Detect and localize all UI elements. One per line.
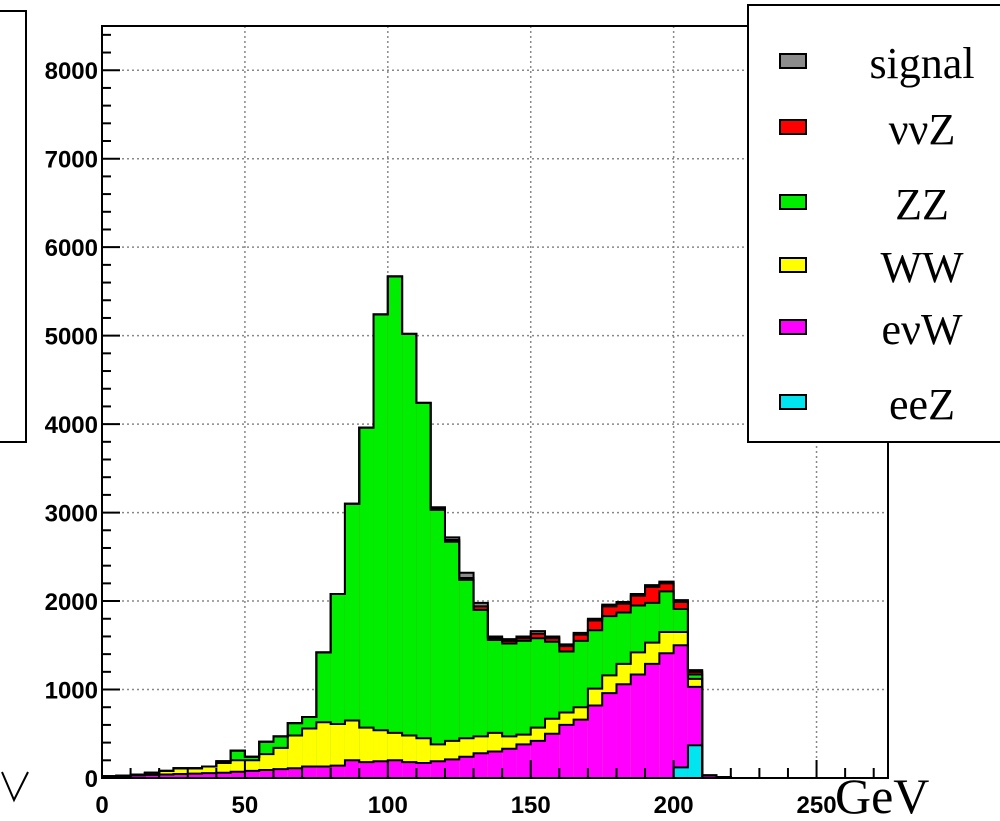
y-tick-label: 2000: [45, 589, 98, 616]
evw-bar: [545, 733, 560, 778]
tick-labels: 0 50 100 150 200 250 0 1000 2000 3000 4000 5000 6000…: [45, 58, 837, 819]
evw-bar: [444, 759, 460, 778]
evw-bar: [430, 761, 445, 778]
x-tick-label: 150: [511, 792, 551, 819]
ww-bar: [316, 722, 331, 778]
zz-bar: [373, 314, 388, 778]
legend-label: eeZ: [889, 380, 955, 429]
legend-box: [747, 4, 1000, 443]
evw-bar: [373, 761, 388, 778]
evw-bar: [487, 751, 503, 778]
x-tick-label: 0: [95, 792, 108, 819]
legend-swatch: [779, 194, 807, 210]
evw-bar: [330, 765, 345, 778]
y-tick-label: 4000: [45, 412, 98, 439]
y-tick-label: 1000: [45, 678, 98, 705]
partial-glyph: [1, 771, 29, 803]
evw-bar: [202, 773, 217, 778]
evw-bar: [173, 774, 188, 778]
legend-label: eνW: [882, 305, 963, 354]
evw-bar: [559, 724, 574, 778]
x-tick-label: 250: [797, 792, 837, 819]
zz-bar: [416, 402, 431, 778]
evw-bar: [659, 653, 674, 778]
evw-bar: [530, 740, 546, 778]
evw-bar: [287, 768, 303, 778]
evw-bar: [702, 775, 717, 778]
evw-bar: [316, 766, 331, 778]
histogram-bars: [102, 275, 746, 779]
evw-bar: [116, 775, 131, 778]
evw-bar: [344, 760, 360, 778]
x-tick-label: 100: [368, 792, 408, 819]
zz-bar: [459, 579, 474, 778]
legend-label: ννZ: [889, 105, 956, 154]
evw-outline: [102, 644, 746, 779]
evw-bar: [273, 769, 288, 778]
legend-swatch: [779, 257, 807, 273]
x-tick-label: 200: [654, 792, 694, 819]
evw-bar: [359, 762, 374, 778]
evw-bar: [616, 684, 631, 778]
evw-bar: [402, 762, 417, 778]
ww-bar: [330, 724, 345, 778]
evw-bar: [673, 645, 688, 778]
zz-bar: [430, 509, 445, 778]
zz-bar: [444, 541, 460, 778]
evw-bar: [416, 762, 431, 778]
ww-outline: [102, 631, 746, 779]
zz-bar: [359, 427, 374, 778]
evw-bar: [144, 774, 160, 778]
y-tick-label: 7000: [45, 147, 98, 174]
x-tick-label: 50: [232, 792, 259, 819]
y-tick-label: 6000: [45, 235, 98, 262]
legend-label: ZZ: [895, 180, 949, 229]
legend-swatch: [779, 119, 807, 135]
legend-label: WW: [880, 243, 964, 292]
eez-bar: [673, 767, 688, 778]
axes: [101, 25, 889, 779]
left-overlay-box: [0, 10, 27, 443]
evw-bar: [230, 771, 245, 778]
evw-bar: [630, 674, 646, 778]
evw-bar: [516, 744, 531, 778]
evw-bar: [159, 774, 174, 778]
evw-bar: [502, 748, 517, 778]
evw-bar: [602, 693, 617, 778]
evw-bar: [244, 770, 260, 778]
evw-bar: [645, 663, 660, 778]
legend-swatch: [779, 394, 807, 410]
x-unit-label: GeV: [835, 768, 929, 821]
legend-label: signal: [869, 39, 974, 88]
y-tick-label: 5000: [45, 324, 98, 351]
y-tick-label: 0: [85, 766, 98, 793]
zz-bar: [387, 276, 403, 778]
evw-bar: [573, 719, 588, 778]
evw-bar: [459, 756, 474, 778]
evw-bar: [587, 705, 603, 778]
evw-bar: [302, 766, 317, 778]
evw-bar: [473, 753, 488, 778]
zz-bar: [344, 503, 360, 778]
evw-bar: [130, 775, 145, 778]
legend-swatch: [779, 319, 807, 335]
eez-bar: [687, 745, 703, 778]
y-tick-label: 8000: [45, 58, 98, 85]
evw-bar: [387, 760, 403, 778]
y-tick-label: 3000: [45, 501, 98, 528]
legend: signal ννZ ZZ WW eνW eeZ: [747, 4, 1000, 443]
evw-bar: [216, 772, 231, 778]
zz-bar: [402, 333, 417, 778]
legend-swatch: [779, 53, 807, 69]
evw-bar: [259, 770, 274, 778]
evw-bar: [187, 773, 203, 778]
decor: [0, 10, 29, 803]
